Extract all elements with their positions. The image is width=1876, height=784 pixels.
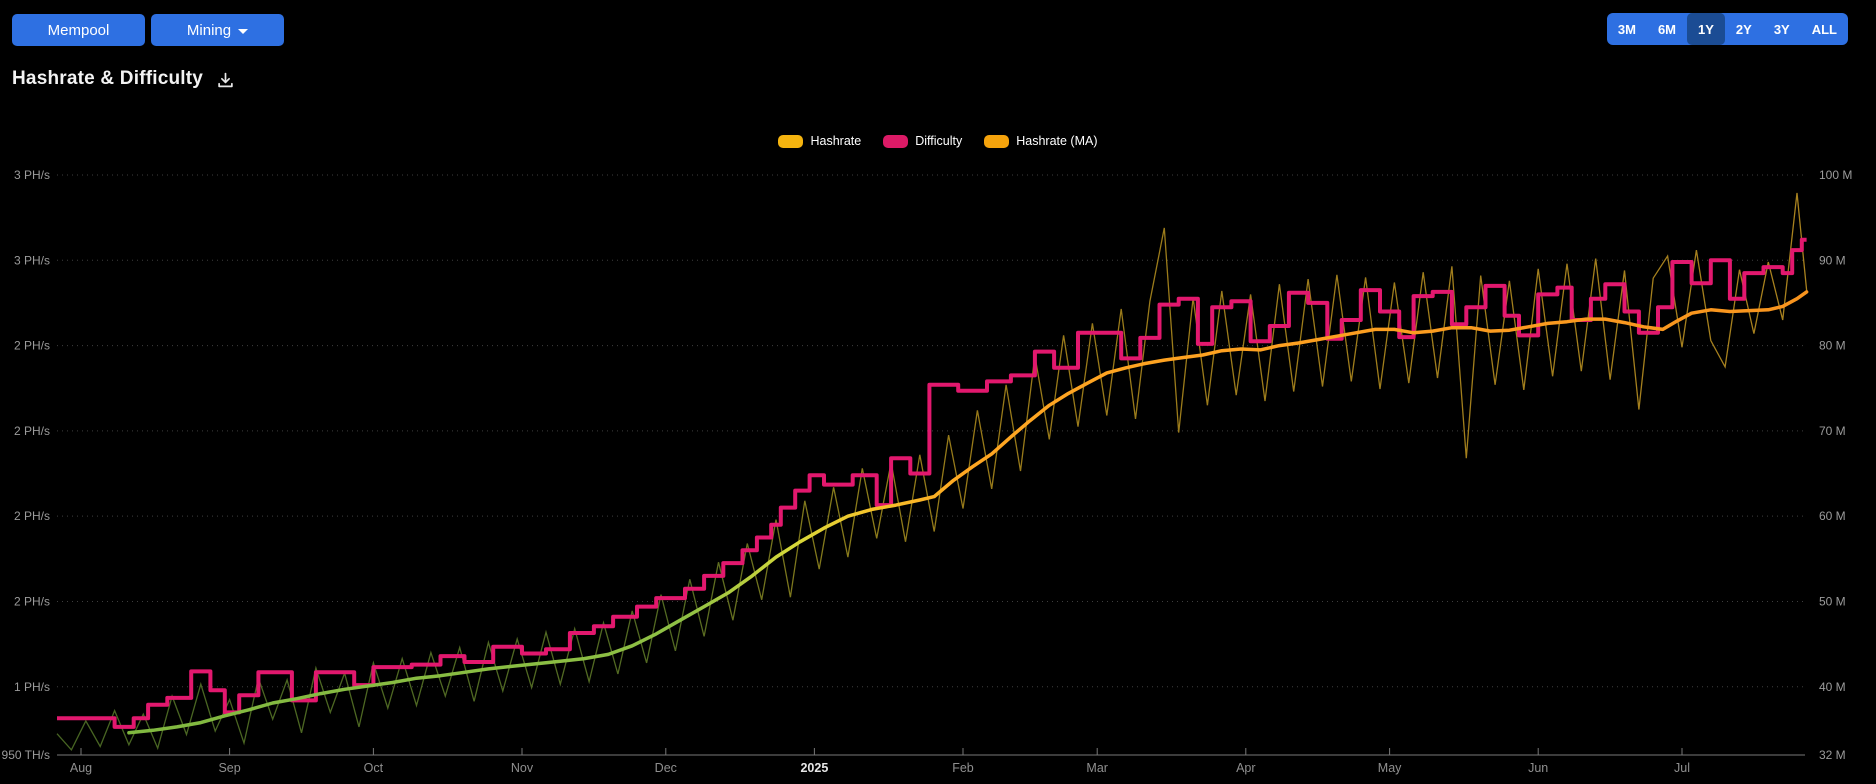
x-axis-label: Feb [952, 761, 974, 775]
mining-dropdown-label: Mining [186, 21, 232, 39]
y-axis-label-left: 1 PH/s [14, 680, 50, 694]
legend-label: Hashrate [810, 134, 862, 148]
y-axis-label-left: 3 PH/s [14, 253, 50, 267]
y-axis-label-right: 40 M [1819, 680, 1846, 694]
legend-item-hashrate[interactable]: Hashrate [778, 134, 861, 148]
x-axis-label: Jun [1528, 761, 1548, 775]
x-axis-label: Nov [511, 761, 534, 775]
y-axis-label-right: 60 M [1819, 509, 1846, 523]
hashrate-line [56, 192, 1808, 752]
title-row: Hashrate & Difficulty [12, 68, 234, 90]
x-axis-label: Dec [655, 761, 677, 775]
range-button-2y[interactable]: 2Y [1725, 13, 1763, 45]
legend-item-difficulty[interactable]: Difficulty [883, 134, 962, 148]
y-axis-label-left: 2 PH/s [14, 424, 50, 438]
mining-dropdown-button[interactable]: Mining [151, 14, 284, 46]
y-axis-label-right: 100 M [1819, 168, 1852, 182]
nav-buttons: Mempool Mining [12, 14, 284, 46]
y-axis-label-left: 2 PH/s [14, 339, 50, 353]
legend-swatch [984, 134, 1010, 148]
x-axis-label: 2025 [800, 761, 828, 775]
hashrate-ma-line [127, 290, 1809, 735]
mempool-button[interactable]: Mempool [12, 14, 145, 46]
range-button-3m[interactable]: 3M [1607, 13, 1647, 45]
legend-item-hashrate-ma-[interactable]: Hashrate (MA) [984, 134, 1098, 148]
y-axis-label-left: 2 PH/s [14, 594, 50, 608]
x-axis-label: Jul [1674, 761, 1690, 775]
x-axis-label: Oct [364, 761, 384, 775]
download-icon[interactable] [217, 72, 234, 89]
range-button-3y[interactable]: 3Y [1763, 13, 1801, 45]
legend-label: Hashrate (MA) [1016, 134, 1098, 148]
legend-swatch [883, 134, 909, 148]
legend-label: Difficulty [915, 134, 963, 148]
x-axis-label: Sep [218, 761, 240, 775]
range-button-all[interactable]: ALL [1801, 13, 1848, 45]
x-axis-label: Mar [1086, 761, 1108, 775]
x-axis-label: May [1378, 761, 1402, 775]
y-axis-label-right: 50 M [1819, 594, 1846, 608]
range-button-6m[interactable]: 6M [1647, 13, 1687, 45]
x-axis-label: Aug [70, 761, 92, 775]
y-axis-label-right: 70 M [1819, 424, 1846, 438]
chart-legend: Hashrate Difficulty Hashrate (MA) [0, 134, 1876, 148]
y-axis-label-right: 80 M [1819, 339, 1846, 353]
y-axis-label-right: 90 M [1819, 253, 1846, 267]
y-axis-label-left: 2 PH/s [14, 509, 50, 523]
x-axis-label: Apr [1236, 761, 1255, 775]
range-button-1y[interactable]: 1Y [1687, 13, 1725, 45]
y-axis-label-left: 3 PH/s [14, 168, 50, 182]
y-axis-label-left: 950 TH/s [2, 748, 50, 762]
page-title: Hashrate & Difficulty [12, 68, 204, 89]
y-axis-label-right: 32 M [1819, 748, 1846, 762]
legend-swatch [778, 134, 804, 148]
time-range-selector: 3M 6M 1Y 2Y 3Y ALL [1606, 13, 1848, 45]
chevron-down-icon [238, 28, 249, 34]
